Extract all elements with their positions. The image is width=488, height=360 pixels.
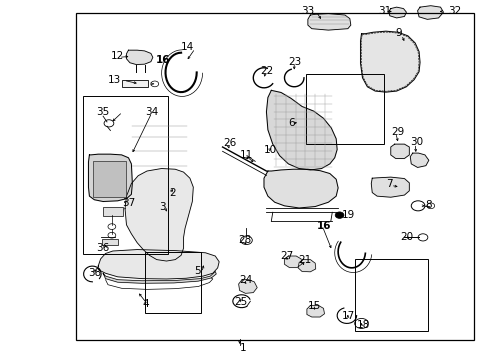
Text: 6: 6 xyxy=(288,118,294,128)
Text: 37: 37 xyxy=(122,198,136,208)
Text: 35: 35 xyxy=(96,107,109,117)
Text: 34: 34 xyxy=(145,107,158,117)
Bar xyxy=(102,239,118,244)
Bar xyxy=(82,96,167,253)
Bar xyxy=(354,259,427,330)
Text: 11: 11 xyxy=(239,150,252,160)
Polygon shape xyxy=(126,50,153,64)
Text: 4: 4 xyxy=(142,299,148,309)
Polygon shape xyxy=(417,6,443,19)
Text: 2: 2 xyxy=(168,188,175,198)
Polygon shape xyxy=(306,306,324,317)
Text: 9: 9 xyxy=(395,28,402,38)
Bar xyxy=(76,13,473,339)
Polygon shape xyxy=(390,144,408,158)
Text: 33: 33 xyxy=(301,6,314,16)
Text: 15: 15 xyxy=(307,301,321,311)
Text: 16: 16 xyxy=(316,221,330,231)
Polygon shape xyxy=(298,260,315,272)
Text: 23: 23 xyxy=(288,57,301,67)
Text: 8: 8 xyxy=(424,200,430,210)
Text: 36: 36 xyxy=(96,243,109,253)
Text: 26: 26 xyxy=(223,139,236,148)
Text: 14: 14 xyxy=(180,42,193,52)
Text: 10: 10 xyxy=(264,144,277,154)
Bar xyxy=(93,161,126,197)
Text: 3: 3 xyxy=(159,202,166,212)
Polygon shape xyxy=(88,154,132,202)
Polygon shape xyxy=(98,249,219,279)
Text: 30: 30 xyxy=(409,138,423,147)
Text: 31: 31 xyxy=(378,6,391,16)
Text: 28: 28 xyxy=(238,235,251,245)
Polygon shape xyxy=(238,280,257,293)
Text: 19: 19 xyxy=(341,210,355,220)
Text: 21: 21 xyxy=(298,255,311,265)
Text: 25: 25 xyxy=(233,297,246,307)
Text: 20: 20 xyxy=(400,232,413,242)
Text: 7: 7 xyxy=(385,179,392,189)
Bar xyxy=(103,207,122,216)
Circle shape xyxy=(334,212,343,219)
Polygon shape xyxy=(388,7,406,18)
Text: 18: 18 xyxy=(356,320,369,330)
Text: 38: 38 xyxy=(88,268,101,278)
Text: 13: 13 xyxy=(108,75,121,85)
Polygon shape xyxy=(307,14,350,30)
Polygon shape xyxy=(284,256,302,267)
Polygon shape xyxy=(370,177,408,197)
Bar xyxy=(305,74,383,144)
Text: 12: 12 xyxy=(110,51,123,61)
Text: 17: 17 xyxy=(341,311,355,320)
Polygon shape xyxy=(409,153,428,167)
Polygon shape xyxy=(103,271,216,283)
Bar xyxy=(122,80,148,87)
Polygon shape xyxy=(360,31,419,92)
Text: 5: 5 xyxy=(194,266,201,276)
Text: 32: 32 xyxy=(447,6,461,16)
Text: 16: 16 xyxy=(156,55,170,65)
Text: 24: 24 xyxy=(239,275,252,285)
Text: 1: 1 xyxy=(239,343,246,353)
Text: 27: 27 xyxy=(280,251,293,261)
Text: 22: 22 xyxy=(260,66,273,76)
Polygon shape xyxy=(264,169,337,208)
Text: 29: 29 xyxy=(390,127,403,136)
Polygon shape xyxy=(266,90,336,170)
Bar xyxy=(144,252,200,313)
Polygon shape xyxy=(125,168,193,261)
